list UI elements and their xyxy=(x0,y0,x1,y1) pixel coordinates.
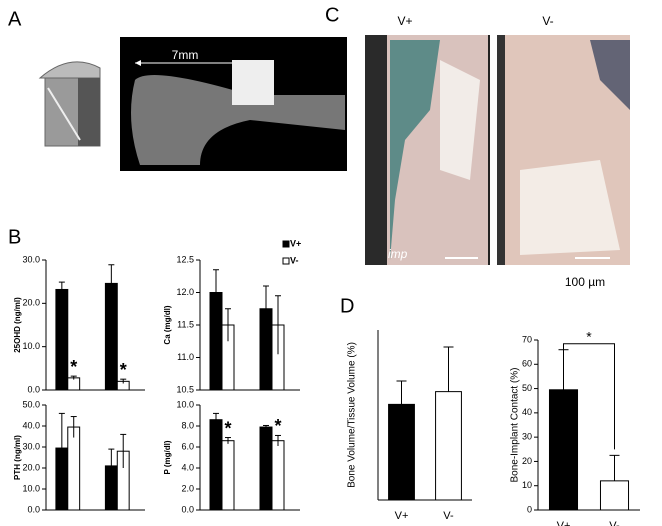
image-title: V+ xyxy=(397,14,412,28)
scale-label: 100 µm xyxy=(565,275,605,289)
y-axis-label: P (mg/dl) xyxy=(163,440,172,474)
bar xyxy=(67,426,81,511)
bar xyxy=(435,391,462,501)
implant-photo xyxy=(38,61,101,147)
y-tick-label: 40.0 xyxy=(22,420,40,430)
y-tick-label: 8.0 xyxy=(181,420,194,430)
y-axis-label: PTH (ng/ml) xyxy=(13,435,22,480)
y-axis-label: 25OHD (ng/ml) xyxy=(13,297,22,353)
y-tick-label: 12.0 xyxy=(176,287,194,297)
y-tick-label: 6.0 xyxy=(181,441,194,451)
y-tick-label: 30.0 xyxy=(22,254,40,264)
bar xyxy=(548,389,579,511)
histology-image xyxy=(497,35,630,265)
x-tick-label: V+ xyxy=(395,510,409,522)
y-tick-label: 4.0 xyxy=(181,462,194,472)
y-tick-label: 20 xyxy=(522,456,532,466)
significance-mark: * xyxy=(70,357,77,377)
y-tick-label: 10.0 xyxy=(22,483,40,493)
panel-label: A xyxy=(8,8,22,30)
significance-mark: * xyxy=(274,416,281,436)
bar xyxy=(209,419,223,511)
y-tick-label: 10 xyxy=(522,480,532,490)
histology-image xyxy=(365,35,490,265)
y-tick-label: 30 xyxy=(522,432,532,442)
bar xyxy=(55,288,69,391)
y-tick-label: 12.5 xyxy=(176,254,194,264)
panel-label: D xyxy=(340,295,354,317)
significance-mark: * xyxy=(224,418,231,438)
y-tick-label: 10.5 xyxy=(176,384,194,394)
y-tick-label: 20.0 xyxy=(22,462,40,472)
image-title: V- xyxy=(542,14,553,28)
bar xyxy=(599,480,630,511)
legend-swatch xyxy=(282,257,290,265)
bar xyxy=(259,426,273,511)
y-tick-label: 2.0 xyxy=(181,483,194,493)
legend-swatch xyxy=(282,240,290,248)
scale-label: 7mm xyxy=(172,48,199,62)
y-tick-label: 11.5 xyxy=(177,319,194,329)
y-tick-label: 0.0 xyxy=(27,504,40,514)
significance-mark: * xyxy=(586,328,592,344)
y-tick-label: 0.0 xyxy=(181,504,194,514)
y-tick-label: 40 xyxy=(522,407,532,417)
bar xyxy=(67,377,81,391)
y-axis-label: Ca (mg/dl) xyxy=(163,305,172,344)
y-tick-label: 10.0 xyxy=(22,341,40,351)
legend-label: V+ xyxy=(290,238,301,248)
y-tick-label: 30.0 xyxy=(22,441,40,451)
panel-label: C xyxy=(325,4,339,26)
y-axis-label: Bone Volume/Tissue Volume (%) xyxy=(347,342,358,488)
legend-label: V- xyxy=(290,255,299,265)
significance-mark: * xyxy=(120,360,127,380)
x-tick-label: V+ xyxy=(557,520,571,526)
y-tick-label: 10.0 xyxy=(176,399,194,409)
y-tick-label: 0 xyxy=(527,504,532,514)
significance-bracket xyxy=(563,343,615,450)
panel-label: B xyxy=(8,226,21,248)
y-tick-label: 70 xyxy=(522,334,532,344)
x-tick-label: V- xyxy=(443,510,454,522)
implant-label: imp xyxy=(388,247,408,261)
bar xyxy=(388,403,415,501)
bar xyxy=(221,440,235,511)
x-tick-label: V- xyxy=(609,520,620,526)
y-tick-label: 20.0 xyxy=(22,298,40,308)
bar xyxy=(271,440,285,511)
y-tick-label: 11.0 xyxy=(177,352,194,362)
y-tick-label: 50 xyxy=(522,383,532,393)
y-tick-label: 50.0 xyxy=(22,399,40,409)
ct-image xyxy=(120,37,347,171)
y-axis-label: Bone-Implant Contact (%) xyxy=(510,367,521,482)
y-tick-label: 0.0 xyxy=(27,384,40,394)
y-tick-label: 60 xyxy=(522,359,532,369)
